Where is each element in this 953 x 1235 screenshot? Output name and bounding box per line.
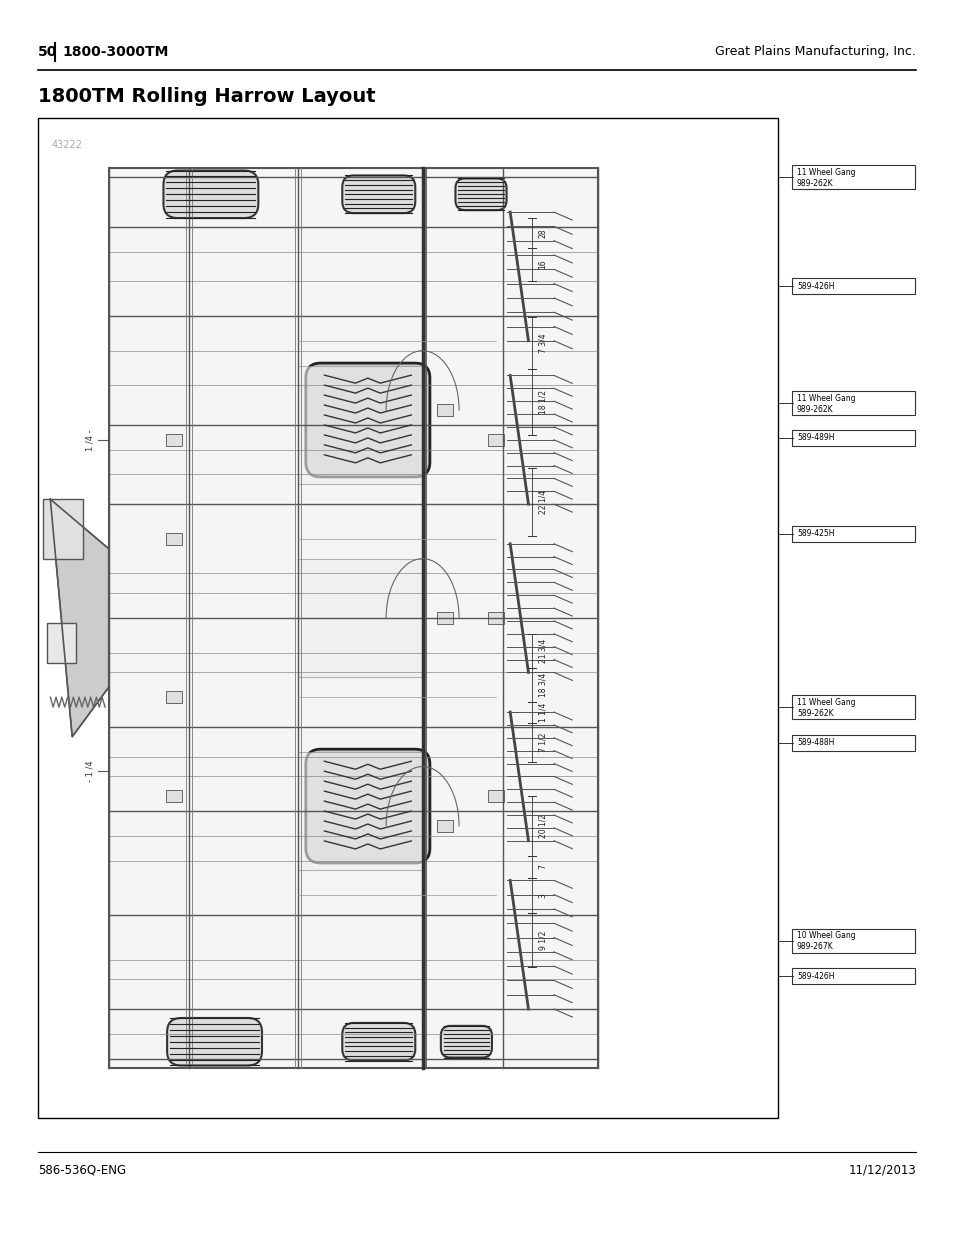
Text: 589-426H: 589-426H xyxy=(796,282,834,291)
FancyBboxPatch shape xyxy=(791,929,914,952)
Text: 989-267K: 989-267K xyxy=(796,942,833,951)
FancyBboxPatch shape xyxy=(306,750,430,863)
Text: 1800-3000TM: 1800-3000TM xyxy=(62,44,168,59)
Bar xyxy=(166,790,182,803)
Text: 7 1/2: 7 1/2 xyxy=(537,732,546,752)
Bar xyxy=(109,168,598,1068)
Text: 1 1/4: 1 1/4 xyxy=(537,703,546,722)
Text: 22 1/4: 22 1/4 xyxy=(537,489,546,514)
Bar xyxy=(166,433,182,446)
FancyBboxPatch shape xyxy=(342,175,415,214)
Text: 989-262K: 989-262K xyxy=(796,405,833,414)
FancyBboxPatch shape xyxy=(791,165,914,189)
Text: 11 Wheel Gang: 11 Wheel Gang xyxy=(796,698,855,706)
FancyBboxPatch shape xyxy=(306,363,430,477)
Text: - 1 /4: - 1 /4 xyxy=(86,761,95,782)
Text: 18 3/4: 18 3/4 xyxy=(537,673,546,697)
FancyBboxPatch shape xyxy=(791,695,914,719)
Bar xyxy=(487,613,503,624)
FancyBboxPatch shape xyxy=(791,526,914,542)
Bar xyxy=(166,532,182,545)
FancyBboxPatch shape xyxy=(455,178,506,210)
Text: 7 3/4: 7 3/4 xyxy=(537,333,546,353)
Bar xyxy=(298,752,422,871)
Bar xyxy=(166,692,182,703)
FancyBboxPatch shape xyxy=(163,170,258,219)
FancyBboxPatch shape xyxy=(440,1026,492,1057)
Bar xyxy=(436,820,452,832)
Text: 21 3/4: 21 3/4 xyxy=(537,638,546,663)
Text: 589-489H: 589-489H xyxy=(796,433,834,442)
FancyBboxPatch shape xyxy=(167,1018,262,1066)
Text: Great Plains Manufacturing, Inc.: Great Plains Manufacturing, Inc. xyxy=(715,46,915,58)
Text: 9 1/2: 9 1/2 xyxy=(537,930,546,950)
Text: 989-262K: 989-262K xyxy=(796,179,833,188)
Text: 589-262K: 589-262K xyxy=(796,709,833,718)
Text: 11 Wheel Gang: 11 Wheel Gang xyxy=(796,394,855,403)
Bar xyxy=(487,790,503,803)
FancyBboxPatch shape xyxy=(791,735,914,751)
Text: 1800TM Rolling Harrow Layout: 1800TM Rolling Harrow Layout xyxy=(38,88,375,106)
Text: 43222: 43222 xyxy=(52,140,83,149)
Bar xyxy=(436,404,452,416)
Text: 7: 7 xyxy=(537,864,546,869)
FancyBboxPatch shape xyxy=(342,1023,415,1061)
FancyBboxPatch shape xyxy=(791,391,914,415)
Text: 589-426H: 589-426H xyxy=(796,972,834,981)
Text: 11 Wheel Gang: 11 Wheel Gang xyxy=(796,168,855,177)
Text: 18 1/2: 18 1/2 xyxy=(537,390,546,414)
Bar xyxy=(47,622,76,662)
Text: 11/12/2013: 11/12/2013 xyxy=(847,1163,915,1177)
Text: 1 /4 -: 1 /4 - xyxy=(86,429,95,451)
Bar xyxy=(436,613,452,624)
Text: 28: 28 xyxy=(537,228,546,237)
Text: 50: 50 xyxy=(38,44,57,59)
Text: 3: 3 xyxy=(537,893,546,898)
Bar xyxy=(298,558,422,678)
Text: 586-536Q-ENG: 586-536Q-ENG xyxy=(38,1163,126,1177)
Text: 589-488H: 589-488H xyxy=(796,739,834,747)
Text: 16: 16 xyxy=(537,259,546,269)
Bar xyxy=(298,366,422,484)
FancyBboxPatch shape xyxy=(791,968,914,984)
Bar xyxy=(38,119,778,1118)
Text: 589-425H: 589-425H xyxy=(796,530,834,538)
Bar xyxy=(487,433,503,446)
Bar xyxy=(43,499,83,558)
FancyBboxPatch shape xyxy=(791,278,914,294)
Text: 10 Wheel Gang: 10 Wheel Gang xyxy=(796,931,855,940)
Polygon shape xyxy=(51,499,109,737)
FancyBboxPatch shape xyxy=(791,430,914,446)
Text: 20 1/2: 20 1/2 xyxy=(537,814,546,839)
